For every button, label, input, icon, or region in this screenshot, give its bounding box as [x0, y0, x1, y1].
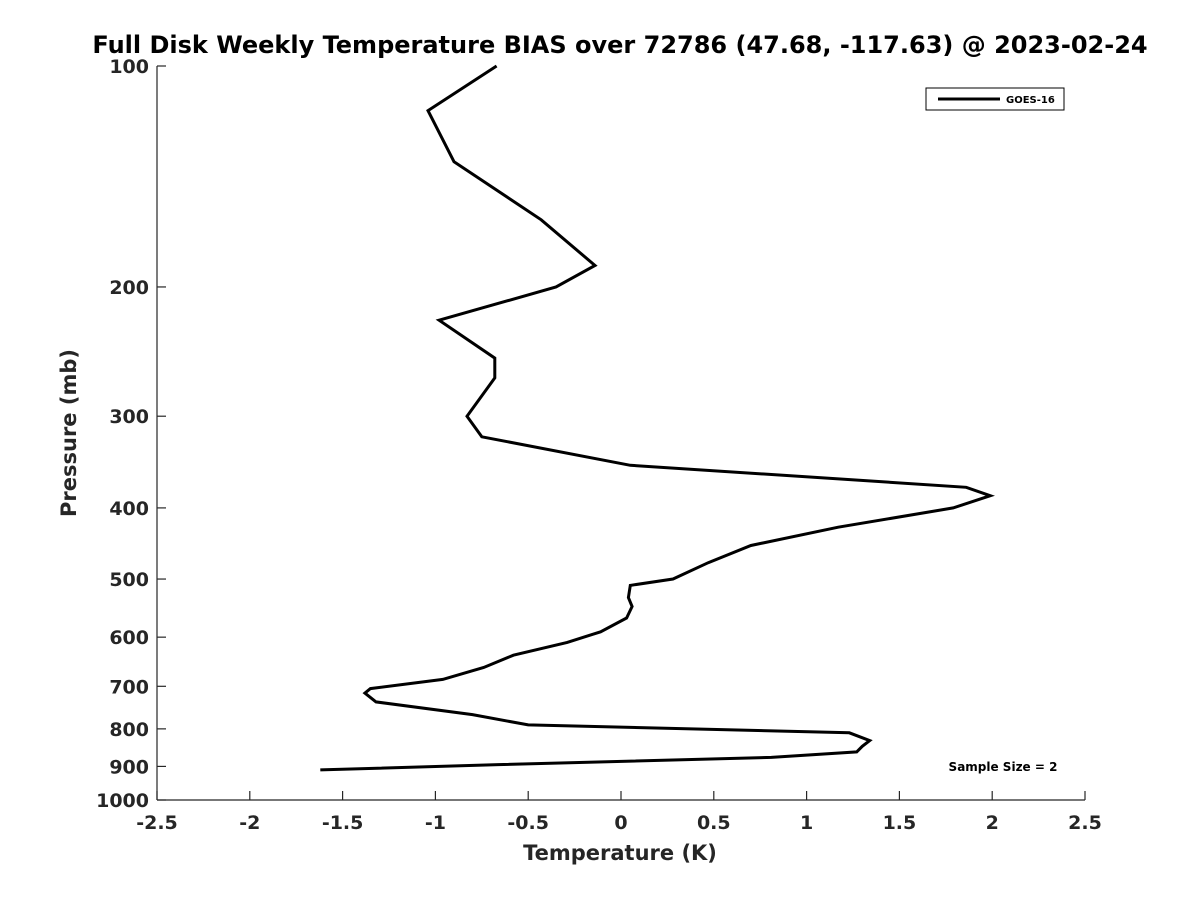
x-tick-label: 1.5	[883, 812, 917, 834]
x-tick-label: 0	[614, 812, 627, 834]
x-axis-label: Temperature (K)	[523, 841, 717, 865]
x-tick-label: 2	[986, 812, 999, 834]
x-tick-label: -0.5	[507, 812, 549, 834]
legend-entry-goes-16: GOES-16	[1006, 95, 1055, 106]
x-ticks: -2.5 -2 -1.5 -1 -0.5 0 0.5 1 1.5 2 2.5	[136, 791, 1102, 834]
y-ticks: 100 200 300 400 500 600 700 800 900 1000	[96, 56, 166, 812]
legend: GOES-16	[925, 87, 1065, 111]
y-tick-label: 1000	[96, 790, 149, 812]
y-axis-label: Pressure (mb)	[57, 349, 81, 517]
series-layer	[320, 64, 995, 772]
y-tick-label: 800	[109, 719, 149, 741]
y-tick-label: 100	[109, 56, 149, 78]
y-tick-label: 400	[109, 498, 149, 520]
x-tick-label: -2	[239, 812, 260, 834]
x-tick-label: 1	[800, 812, 813, 834]
y-tick-label: 200	[109, 277, 149, 299]
y-tick-label: 300	[109, 406, 149, 428]
sample-size-annotation: Sample Size = 2	[949, 760, 1058, 774]
x-tick-label: -1	[425, 812, 446, 834]
y-tick-label: 600	[109, 627, 149, 649]
x-tick-label: 0.5	[697, 812, 731, 834]
y-tick-label: 900	[109, 756, 149, 778]
x-tick-label: 2.5	[1068, 812, 1102, 834]
x-tick-label: -1.5	[322, 812, 364, 834]
chart-title: Full Disk Weekly Temperature BIAS over 7…	[92, 31, 1147, 59]
series-line-goes-16	[320, 64, 995, 772]
x-tick-label: -2.5	[136, 812, 178, 834]
y-tick-label: 700	[109, 676, 149, 698]
y-tick-label: 500	[109, 569, 149, 591]
